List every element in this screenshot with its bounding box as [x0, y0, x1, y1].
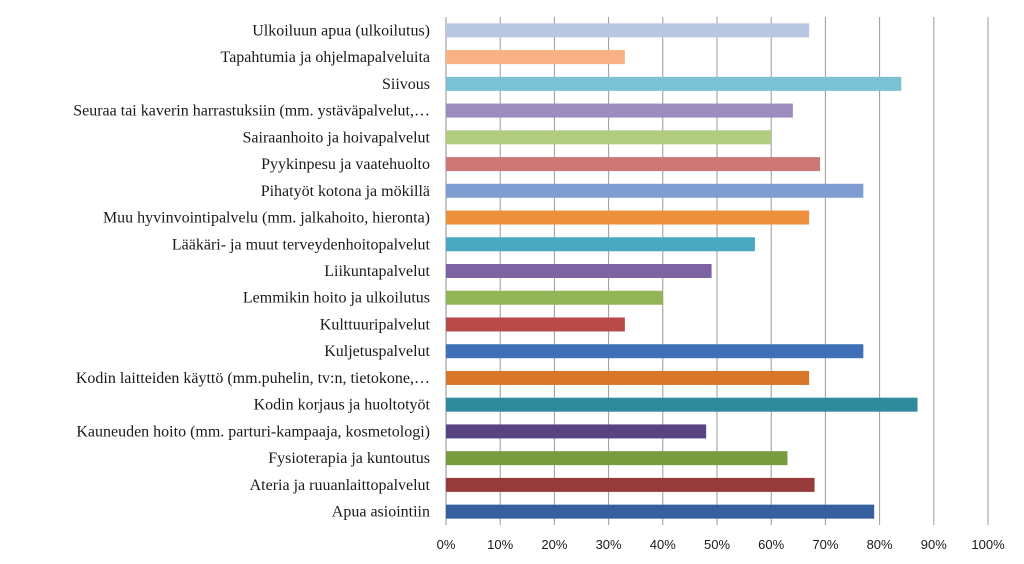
- x-tick-label: 80%: [867, 537, 893, 552]
- category-label: Pyykinpesu ja vaatehuolto: [261, 156, 430, 173]
- x-tick-label: 40%: [650, 537, 676, 552]
- x-tick-label: 60%: [758, 537, 784, 552]
- category-label: Kulttuuripalvelut: [320, 316, 431, 333]
- bar: [446, 76, 902, 91]
- bar: [446, 130, 772, 145]
- x-tick-label: 10%: [487, 537, 513, 552]
- bar: [446, 237, 755, 252]
- x-tick-label: 90%: [921, 537, 947, 552]
- bar: [446, 50, 625, 65]
- bar: [446, 317, 625, 332]
- bars: [446, 23, 918, 519]
- x-tick-label: 70%: [812, 537, 838, 552]
- category-label: Pihatyöt kotona ja mökillä: [261, 183, 430, 200]
- category-label: Siivous: [382, 76, 430, 93]
- category-label: Sairaanhoito ja hoivapalvelut: [243, 129, 431, 146]
- bar: [446, 397, 918, 412]
- category-label: Kodin korjaus ja huoltotyöt: [254, 397, 431, 414]
- bar: [446, 344, 864, 359]
- x-tick-labels: 0% 10% 20% 30% 40% 50% 60% 70% 80% 90% 100%: [437, 537, 1005, 552]
- category-label: Apua asiointiin: [332, 504, 430, 521]
- x-tick-label: 0%: [437, 537, 456, 552]
- x-tick-label: 50%: [704, 537, 730, 552]
- bar: [446, 23, 810, 38]
- category-label: Kuljetuspalvelut: [324, 343, 430, 360]
- category-label: Liikuntapalvelut: [324, 263, 430, 280]
- category-label: Tapahtumia ja ohjelmapalveluita: [221, 49, 430, 66]
- bar: [446, 451, 788, 466]
- category-label: Seuraa tai kaverin harrastuksiin (mm. ys…: [73, 103, 430, 120]
- bar: [446, 183, 864, 198]
- x-tick-label: 100%: [971, 537, 1005, 552]
- category-label: Fysioterapia ja kuntoutus: [268, 450, 430, 467]
- bar: [446, 103, 793, 118]
- bar: [446, 264, 712, 278]
- category-label: Kodin laitteiden käyttö (mm.puhelin, tv:…: [76, 370, 430, 387]
- category-labels: Ulkoiluun apua (ulkoilutus) Tapahtumia ja…: [73, 22, 430, 520]
- bar: [446, 210, 810, 225]
- bar: [446, 157, 820, 172]
- category-label: Ateria ja ruuanlaittopalvelut: [250, 477, 431, 494]
- bar: [446, 370, 810, 385]
- x-tick-label: 20%: [541, 537, 567, 552]
- x-tick-label: 30%: [596, 537, 622, 552]
- category-label: Lääkäri- ja muut terveydenhoitopalvelut: [172, 236, 431, 253]
- bar: [446, 424, 707, 439]
- category-label: Muu hyvinvointipalvelu (mm. jalkahoito, …: [103, 210, 430, 227]
- bar: [446, 477, 815, 492]
- bar: [446, 504, 875, 519]
- bar: [446, 290, 663, 305]
- category-label: Ulkoiluun apua (ulkoilutus): [252, 22, 430, 39]
- category-label: Kauneuden hoito (mm. parturi-kampaaja, k…: [76, 423, 430, 440]
- category-label: Lemmikin hoito ja ulkoilutus: [243, 290, 430, 307]
